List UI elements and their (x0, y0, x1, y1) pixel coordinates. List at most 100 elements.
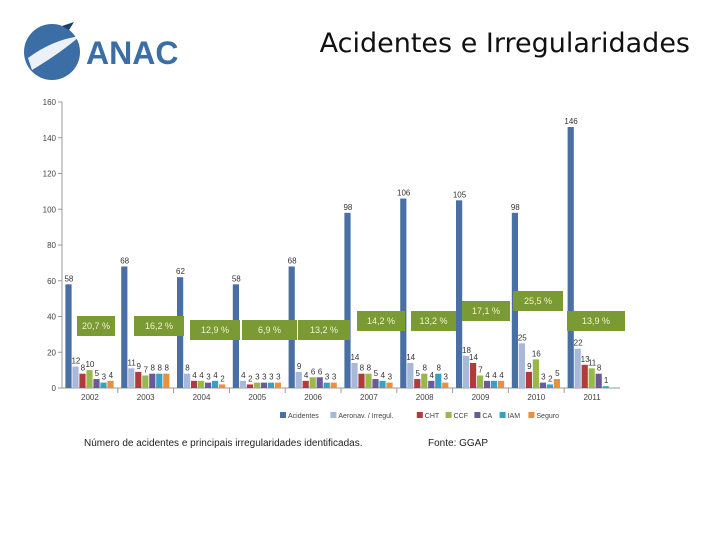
legend-label: CHT (425, 413, 440, 420)
bar-value-label: 2 (548, 374, 553, 383)
bar-ca (372, 379, 379, 388)
bar-value-label: 3 (206, 373, 211, 382)
y-tick-label: 100 (43, 205, 57, 214)
bar-value-label: 3 (388, 373, 393, 382)
bar-cht (191, 380, 198, 388)
bar-iam (602, 386, 609, 388)
legend-label: IAM (508, 413, 521, 420)
bar-iam (546, 384, 553, 388)
bar-acidentes (400, 198, 407, 388)
bar-value-label: 5 (374, 369, 379, 378)
bar-ca (428, 380, 435, 388)
bar-aeronav-irregul- (407, 362, 414, 388)
bar-value-label: 14 (406, 353, 415, 362)
bar-seguro (330, 382, 337, 388)
y-tick-label: 0 (52, 384, 57, 393)
bar-aeronav-irregul- (239, 380, 246, 388)
bar-value-label: 3 (255, 373, 260, 382)
bar-ccf (588, 368, 595, 388)
bar-ca (205, 382, 212, 388)
bar-acidentes (121, 266, 128, 388)
percent-callout: 6,9 % (242, 320, 297, 340)
percent-callout: 20,7 % (77, 316, 115, 336)
bar-cht (358, 373, 365, 388)
y-tick-label: 160 (43, 98, 57, 107)
percent-callout: 12,9 % (190, 320, 240, 340)
chart-caption: Número de acidentes e principais irregul… (84, 438, 363, 449)
legend-swatch (280, 412, 286, 418)
bar-value-label: 2 (220, 374, 225, 383)
slide-title: Acidentes e Irregularidades (319, 28, 690, 59)
bar-value-label: 5 (415, 369, 420, 378)
bar-acidentes (567, 127, 574, 389)
bar-ccf (365, 373, 372, 388)
bar-value-label: 106 (397, 189, 411, 198)
bar-value-label: 4 (241, 371, 246, 380)
bar-value-label: 4 (304, 371, 309, 380)
bar-seguro (498, 380, 505, 388)
bar-ccf (532, 359, 539, 388)
percent-callout: 14,2 % (357, 311, 405, 331)
bar-aeronav-irregul- (295, 371, 302, 388)
bar-value-label: 3 (541, 373, 546, 382)
legend-swatch (474, 412, 481, 418)
legend-swatch (499, 412, 506, 418)
x-tick-label: 2003 (137, 393, 155, 402)
bar-value-label: 8 (81, 364, 86, 373)
source-caption: Fonte: GGAP (428, 438, 489, 449)
bar-value-label: 4 (381, 371, 386, 380)
bar-value-label: 18 (462, 346, 471, 355)
bar-value-label: 8 (164, 364, 169, 373)
bar-value-label: 98 (343, 203, 352, 212)
bar-ca (260, 382, 267, 388)
bar-value-label: 4 (492, 371, 497, 380)
bar-iam (267, 382, 274, 388)
bar-acidentes (456, 200, 463, 388)
bar-value-label: 14 (350, 353, 359, 362)
bar-value-label: 8 (367, 364, 372, 373)
legend-label: Acidentes (288, 413, 319, 420)
bar-seguro (219, 384, 226, 388)
bar-value-label: 8 (360, 364, 365, 373)
bar-value-label: 14 (469, 353, 478, 362)
x-tick-label: 2004 (193, 393, 211, 402)
bar-acidentes (65, 284, 72, 388)
bar-ccf (253, 382, 260, 388)
bar-value-label: 4 (429, 371, 434, 380)
bar-ca (595, 373, 602, 388)
bar-value-label: 3 (443, 373, 448, 382)
bar-value-label: 3 (102, 373, 107, 382)
percent-callout: 13,9 % (567, 311, 625, 331)
bar-value-label: 11 (588, 358, 597, 367)
bar-cht (246, 384, 253, 388)
legend-swatch (445, 412, 452, 418)
bar-iam (156, 373, 163, 388)
percent-callout: 13,2 % (411, 311, 456, 331)
x-tick-label: 2008 (416, 393, 434, 402)
bar-value-label: 4 (199, 371, 204, 380)
y-tick-label: 140 (43, 134, 57, 143)
legend-swatch (330, 412, 337, 418)
y-tick-label: 120 (43, 170, 57, 179)
bar-iam (491, 380, 498, 388)
bar-cht (135, 371, 142, 388)
bar-aeronav-irregul- (128, 368, 135, 388)
bar-value-label: 98 (511, 203, 520, 212)
legend-label: CCF (454, 413, 468, 420)
bar-value-label: 8 (185, 364, 190, 373)
bar-value-label: 4 (109, 371, 114, 380)
bar-cht (79, 373, 86, 388)
bar-value-label: 68 (120, 256, 129, 265)
bar-value-label: 3 (269, 373, 274, 382)
bar-value-label: 1 (604, 376, 609, 385)
bar-aeronav-irregul- (463, 355, 470, 388)
bar-ca (539, 382, 546, 388)
bar-value-label: 58 (64, 274, 73, 283)
bar-seguro (163, 373, 170, 388)
bar-value-label: 4 (192, 371, 197, 380)
bar-aeronav-irregul- (574, 348, 581, 388)
bar-value-label: 146 (564, 117, 578, 126)
y-tick-label: 60 (47, 277, 56, 286)
bar-cht (470, 362, 477, 388)
bar-value-label: 8 (422, 364, 427, 373)
